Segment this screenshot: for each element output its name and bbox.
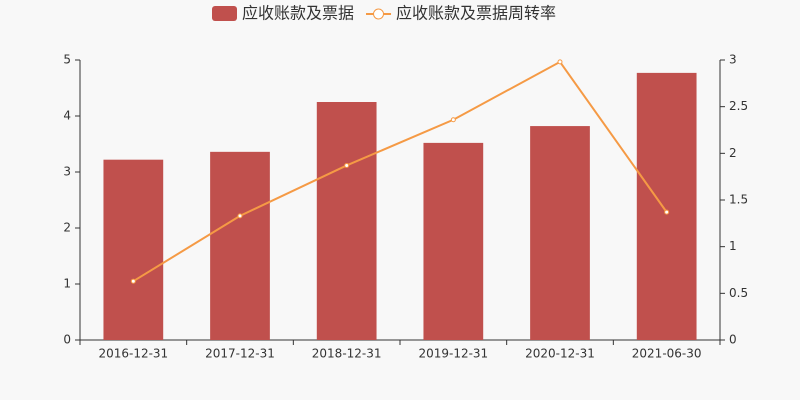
legend-swatch (373, 8, 385, 20)
line-point (557, 59, 563, 65)
x-tick-label: 2019-12-31 (418, 347, 488, 361)
line-point (237, 213, 243, 219)
bar (636, 72, 697, 340)
y-tick-label: 1 (63, 277, 71, 291)
bar (423, 142, 484, 340)
bar (210, 151, 270, 340)
legend: 应收账款及票据 应收账款及票据周转率 (212, 4, 556, 23)
line-point (664, 209, 670, 215)
y-tick-label: 5 (63, 53, 71, 67)
line-point (130, 278, 136, 284)
y2-tick-label: 1 (729, 239, 737, 253)
bar (103, 159, 164, 340)
y2-tick-label: 2 (729, 146, 737, 160)
y2-tick-label: 0.5 (729, 286, 748, 300)
x-tick-label: 2018-12-31 (312, 347, 382, 361)
y-tick-label: 4 (63, 109, 71, 123)
y-tick-label: 2 (63, 221, 71, 235)
x-tick-label: 2021-06-30 (632, 347, 702, 361)
x-tick-label: 2017-12-31 (205, 347, 275, 361)
legend-swatch (212, 6, 237, 21)
y2-tick-label: 2.5 (729, 99, 748, 113)
y2-tick-label: 3 (729, 53, 737, 67)
y-tick-label: 0 (63, 333, 71, 347)
y2-tick-label: 1.5 (729, 193, 748, 207)
line-point (344, 162, 350, 168)
y-tick-label: 3 (63, 165, 71, 179)
legend-label: 应收账款及票据周转率 (396, 4, 556, 23)
legend-label: 应收账款及票据 (242, 4, 354, 23)
bar (316, 102, 377, 340)
x-tick-label: 2016-12-31 (98, 347, 168, 361)
x-tick-label: 2020-12-31 (525, 347, 595, 361)
y2-tick-label: 0 (729, 333, 737, 347)
line (132, 60, 668, 283)
line-point (450, 117, 456, 123)
bar (530, 126, 590, 340)
